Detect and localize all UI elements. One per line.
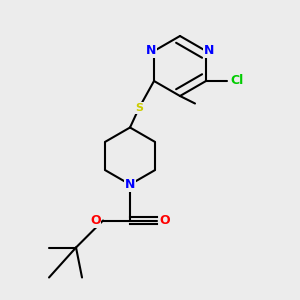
Text: N: N [146, 44, 156, 58]
Text: O: O [90, 214, 101, 227]
Text: N: N [125, 178, 135, 191]
Text: S: S [135, 103, 143, 113]
Text: Cl: Cl [231, 74, 244, 88]
Text: N: N [204, 44, 214, 58]
Text: O: O [159, 214, 170, 227]
